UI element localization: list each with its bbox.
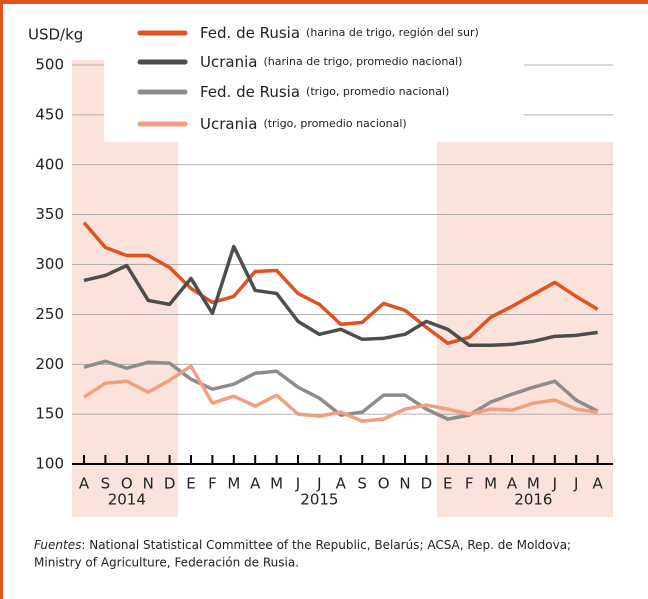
series-line (83, 244, 598, 348)
x-tick-label: A (507, 475, 518, 493)
x-tick-label: A (336, 475, 347, 493)
legend-detail: (trigo, promedio nacional) (263, 117, 406, 130)
legend-name: Ucrania (200, 53, 257, 71)
frame-left (0, 0, 3, 599)
x-tick-label: A (250, 475, 261, 493)
legend-entry: Ucrania (trigo, promedio nacional) (200, 115, 407, 133)
x-tick-label: J (316, 475, 321, 493)
source: Fuentes: National Statistical Committee … (34, 538, 571, 552)
x-tick-label: O (378, 475, 390, 493)
x-tick-label: D (164, 475, 176, 493)
legend-detail: (harina de trigo, región del sur) (306, 26, 479, 39)
y-tick-label: 500 (35, 56, 64, 74)
y-tick-label: 300 (35, 255, 64, 273)
x-tick-label: O (121, 475, 133, 493)
legend-detail: (harina de trigo, promedio nacional) (263, 55, 462, 68)
legend-name: Fed. de Rusia (200, 24, 300, 42)
x-tick-label: J (552, 475, 557, 493)
y-tick-label: 200 (35, 355, 64, 373)
x-tick-label: M (227, 475, 240, 493)
x-tick-label: F (465, 475, 474, 493)
source-text: Ministry of Agriculture, Federación de R… (34, 556, 299, 570)
legend-detail: (trigo, promedio nacional) (306, 85, 449, 98)
legend-name: Fed. de Rusia (200, 83, 300, 101)
year-label: 2015 (300, 491, 338, 509)
source-label: Fuentes (34, 538, 81, 552)
x-tick-label: D (421, 475, 433, 493)
x-tick-label: M (270, 475, 283, 493)
legend-name: Ucrania (200, 115, 257, 133)
x-tick-label: N (143, 475, 154, 493)
series-line (82, 221, 599, 346)
x-tick-label: J (295, 475, 300, 493)
y-tick-label: 400 (35, 155, 64, 173)
x-tick-label: M (527, 475, 540, 493)
x-tick-label: M (484, 475, 497, 493)
x-tick-label: F (208, 475, 217, 493)
year-label: 2016 (514, 491, 552, 509)
x-tick-label: S (101, 475, 111, 493)
y-tick-label: 250 (35, 305, 64, 323)
frame-top (0, 0, 648, 4)
y-axis-label: USD/kg (28, 26, 83, 44)
source-text: : National Statistical Committee of the … (81, 538, 571, 552)
y-tick-label: 150 (35, 405, 64, 423)
x-tick-label: E (186, 475, 195, 493)
y-tick-label: 450 (35, 105, 64, 123)
legend-entry: Fed. de Rusia (trigo, promedio nacional) (200, 83, 449, 101)
x-tick-label: A (592, 475, 603, 493)
x-tick-label: A (79, 475, 90, 493)
series-line (83, 364, 598, 423)
y-tick-label: 350 (35, 205, 64, 223)
x-tick-label: S (357, 475, 367, 493)
year-label: 2014 (108, 491, 146, 509)
x-tick-label: N (399, 475, 410, 493)
legend-entry: Fed. de Rusia (harina de trigo, región de… (200, 24, 479, 42)
y-tick-label: 100 (35, 455, 64, 473)
shade-2016 (437, 142, 613, 517)
x-tick-label: E (443, 475, 452, 493)
x-tick-label: J (573, 475, 578, 493)
legend-entry: Ucrania (harina de trigo, promedio nacion… (200, 53, 462, 71)
series-line (83, 359, 599, 421)
